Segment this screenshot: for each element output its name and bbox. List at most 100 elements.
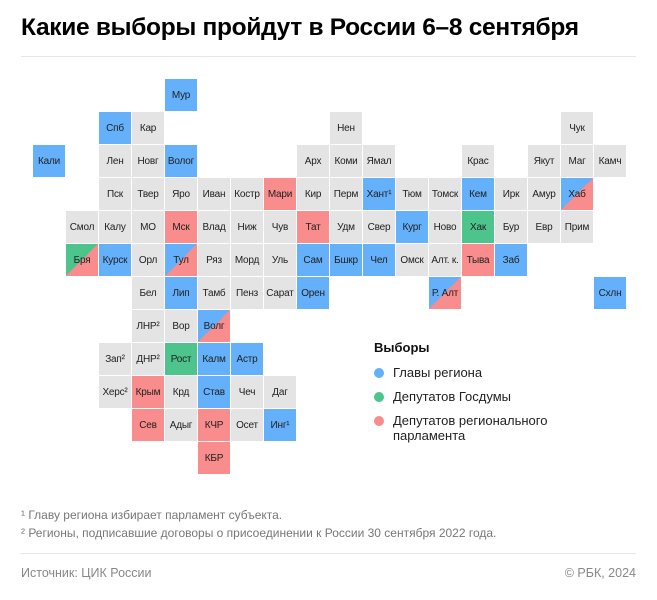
region-label: Сам (303, 254, 323, 266)
region-tile: Маг (561, 145, 593, 177)
region-tile: Амур (528, 178, 560, 210)
region-label: Инг¹ (270, 419, 290, 431)
region-tile: Волг (198, 310, 230, 342)
region-label: Камч (598, 155, 622, 167)
region-label: Сарат (266, 287, 294, 299)
region-tile: Лип (165, 277, 197, 309)
region-label: Астр (236, 353, 258, 365)
region-label: Осет (236, 419, 258, 431)
legend-label: Главы региона (393, 365, 483, 380)
region-label: Орен (301, 287, 325, 299)
region-tile: Якут (528, 145, 560, 177)
region-label: КБР (204, 452, 224, 464)
region-tile: Твер (132, 178, 164, 210)
region-label: Нен (337, 122, 355, 134)
region-label: Томск (431, 188, 459, 200)
region-label: ЛНР² (136, 320, 160, 332)
region-tile: Бел (132, 277, 164, 309)
region-label: Чеч (238, 386, 256, 398)
region-tile: Сам (297, 244, 329, 276)
region-tile: Кург (396, 211, 428, 243)
region-tile: Кар (132, 112, 164, 144)
region-tile: Томск (429, 178, 461, 210)
region-tile: Алт. к. (429, 244, 461, 276)
region-tile: Кали (33, 145, 65, 177)
region-tile: Иван (198, 178, 230, 210)
page-title: Какие выборы пройдут в России 6–8 сентяб… (21, 14, 579, 41)
region-label: Свер (367, 221, 391, 233)
region-tile: Мари (264, 178, 296, 210)
region-tile: Крым (132, 376, 164, 408)
region-tile: Мск (165, 211, 197, 243)
region-tile: Пск (99, 178, 131, 210)
region-label: Зап² (105, 353, 125, 365)
region-label: Тюм (402, 188, 422, 200)
title-divider (21, 56, 636, 57)
region-tile: КБР (198, 442, 230, 474)
legend-title: Выборы (374, 340, 430, 355)
region-tile: Свер (363, 211, 395, 243)
region-label: Даг (272, 386, 288, 398)
region-tile: Нен (330, 112, 362, 144)
region-label: Омск (400, 254, 424, 266)
region-label: Пенз (235, 287, 259, 299)
region-tile: МО (132, 211, 164, 243)
region-label: Кем (469, 188, 487, 200)
region-tile: Костр (231, 178, 263, 210)
region-label: Ряз (206, 254, 222, 266)
region-label: Крым (135, 386, 161, 398)
region-tile: Калм (198, 343, 230, 375)
region-tile: Евр (528, 211, 560, 243)
region-label: Став (203, 386, 225, 398)
region-label: Схлн (598, 287, 622, 299)
region-tile: Волог (165, 145, 197, 177)
region-tile: Тул (165, 244, 197, 276)
region-tile: Схлн (594, 277, 626, 309)
legend-label: Депутатов Госдумы (393, 389, 512, 404)
region-label: Вор (172, 320, 190, 332)
tile-map: Мур Спб Кар Нен Чук Кали Лен Новг Волог Арх Коми Ям… (33, 79, 626, 474)
region-label: Тат (305, 221, 321, 233)
region-label: Перм (333, 188, 359, 200)
region-tile: Ряз (198, 244, 230, 276)
region-label: Влад (202, 221, 226, 233)
region-label: Смол (69, 221, 95, 233)
region-label: Лип (172, 287, 190, 299)
region-tile: Орл (132, 244, 164, 276)
region-label: Хант¹ (366, 188, 392, 200)
region-label: Бур (502, 221, 520, 233)
region-label: Морд (234, 254, 260, 266)
region-label: Тыва (466, 254, 490, 266)
legend-item-regional-parliament: Депутатов регионального парламента (374, 413, 613, 443)
region-tile: Астр (231, 343, 263, 375)
region-tile: Лен (99, 145, 131, 177)
region-tile: Херс² (99, 376, 131, 408)
region-tile: Камч (594, 145, 626, 177)
region-tile: Тат (297, 211, 329, 243)
region-tile: Морд (231, 244, 263, 276)
legend-item-duma: Депутатов Госдумы (374, 389, 613, 404)
blue-dot-icon (374, 368, 384, 378)
region-label: Мск (172, 221, 190, 233)
region-tile: ДНР² (132, 343, 164, 375)
region-tile: Зап² (99, 343, 131, 375)
region-tile: Удм (330, 211, 362, 243)
region-tile: Мур (165, 79, 197, 111)
region-tile: Осет (231, 409, 263, 441)
legend-item-heads: Главы региона (374, 365, 613, 380)
region-tile: Чеч (231, 376, 263, 408)
region-label: Адыг (169, 419, 193, 431)
region-tile: Тюм (396, 178, 428, 210)
region-label: МО (140, 221, 156, 233)
region-label: Новг (137, 155, 159, 167)
region-label: Ниж (237, 221, 257, 233)
region-tile: Сарат (264, 277, 296, 309)
region-tile: Бшкр (330, 244, 362, 276)
region-tile: Адыг (165, 409, 197, 441)
region-label: Арх (304, 155, 322, 167)
region-label: ДНР² (136, 353, 160, 365)
region-label: Костр (234, 188, 260, 200)
region-tile: Даг (264, 376, 296, 408)
region-label: Кург (402, 221, 422, 233)
source-text: Источник: ЦИК России (21, 566, 152, 580)
